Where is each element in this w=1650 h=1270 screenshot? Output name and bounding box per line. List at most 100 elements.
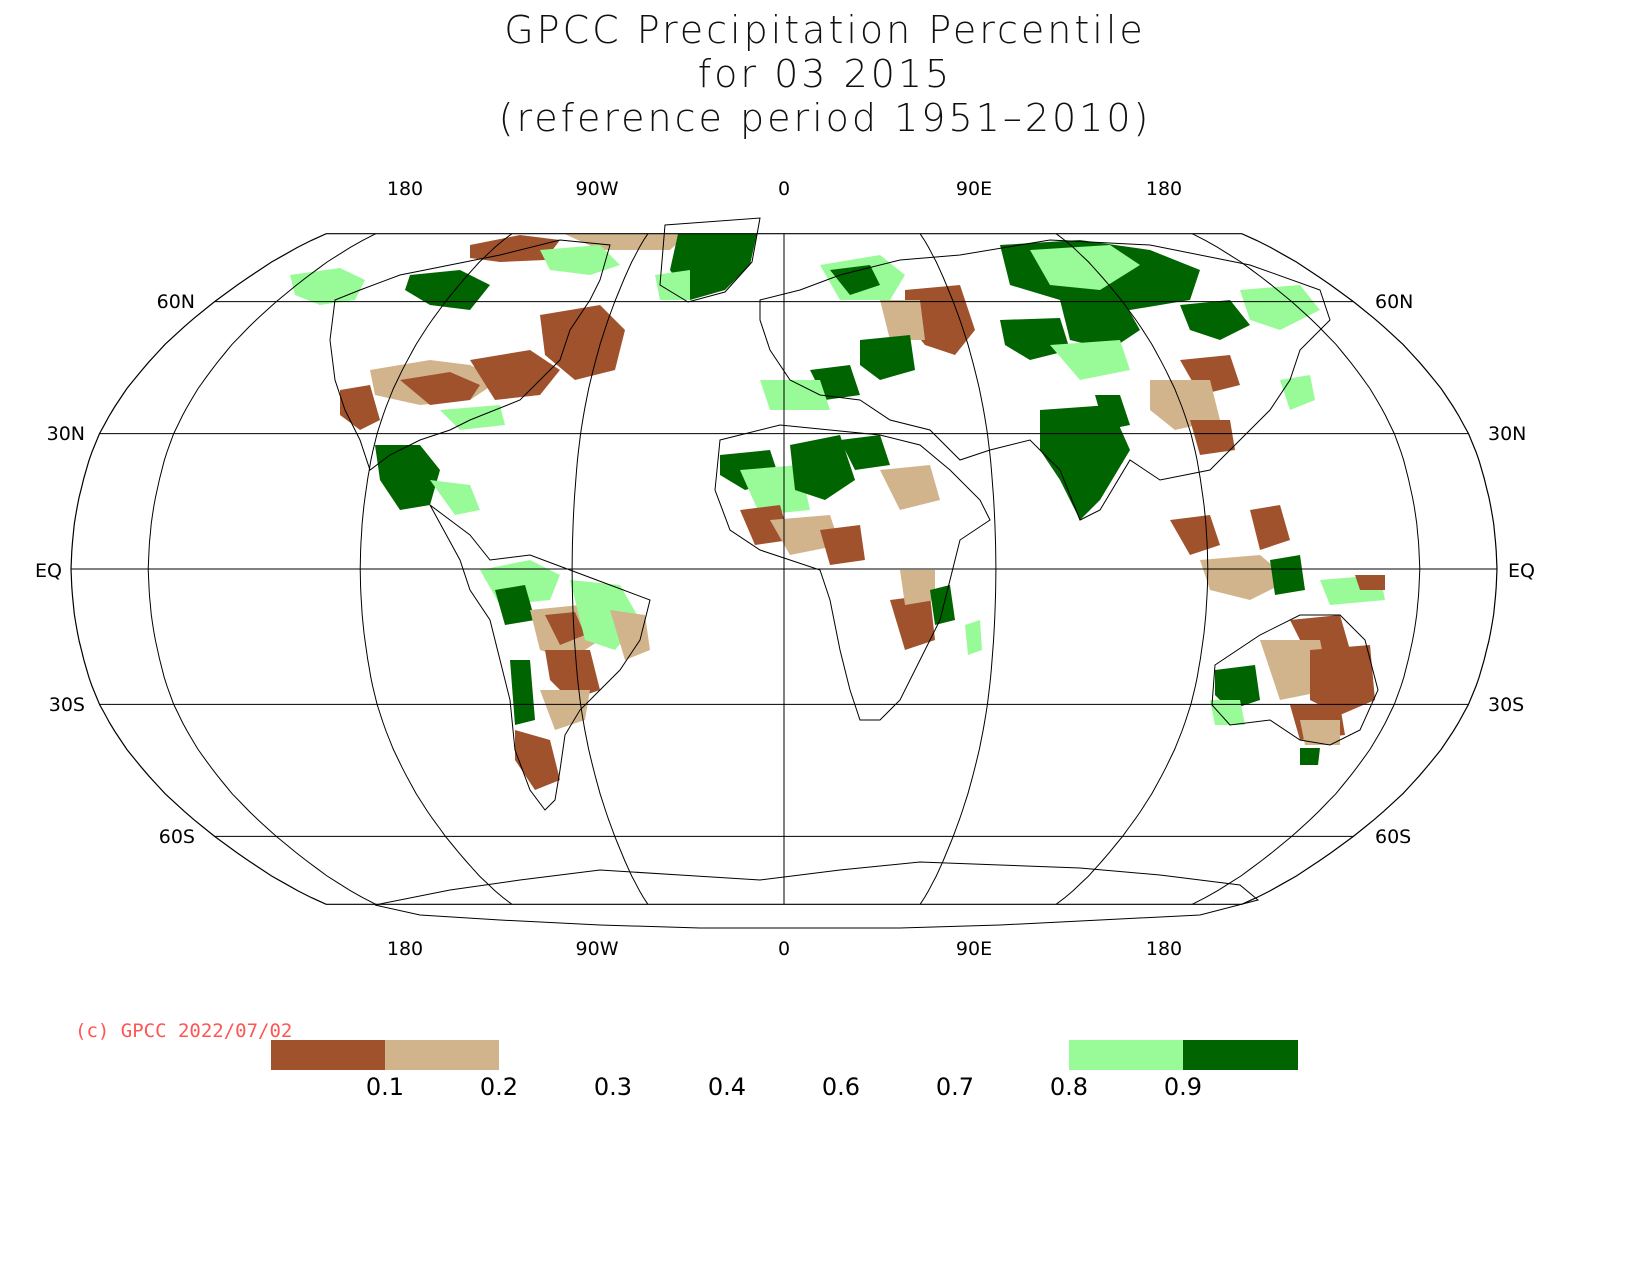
title-line-2: for 03 2015 xyxy=(697,52,953,96)
lat-label-right-60n: 60N xyxy=(1375,291,1413,313)
patch-aus-east-dry xyxy=(1310,645,1375,715)
patch-north-africa-wet xyxy=(840,435,890,470)
patch-sa-east-dry xyxy=(610,610,650,660)
coastline xyxy=(329,239,611,471)
legend-tick-0-3: 0.3 xyxy=(594,1073,632,1101)
legend-swatch-very-dry xyxy=(271,1040,385,1070)
patch-aus-south-dry2 xyxy=(1300,720,1340,745)
lon-label-top-90w: 90W xyxy=(576,178,619,200)
lon-label-bottom-180e: 180 xyxy=(1146,938,1182,960)
patch-india-wet2 xyxy=(1095,395,1130,430)
patch-us-dry xyxy=(400,372,480,405)
patch-alaska-wet xyxy=(290,268,365,305)
patch-west-africa-dry2 xyxy=(770,515,840,555)
lon-label-top-180e: 180 xyxy=(1146,178,1182,200)
patch-us-south-wet xyxy=(440,405,505,430)
patch-mediterranean-wet xyxy=(760,380,830,410)
patch-sa-south-dry2 xyxy=(540,690,590,730)
title-line-3: (reference period 1951–2010) xyxy=(498,96,1152,140)
patch-china-dry2 xyxy=(1190,420,1235,455)
patch-sa-south-dry xyxy=(515,730,560,790)
lon-label-top-180w: 180 xyxy=(387,178,423,200)
coastline xyxy=(659,217,761,303)
legend-tick-0-7: 0.7 xyxy=(936,1073,974,1101)
coastline xyxy=(374,861,1260,929)
patch-china-dry xyxy=(1150,380,1220,430)
patch-siberia-wet3 xyxy=(1060,295,1140,350)
map-outline xyxy=(70,233,1498,905)
legend-swatch-wet xyxy=(1069,1040,1183,1070)
patch-sahara-wet xyxy=(790,435,855,500)
lat-label-left-30s: 30S xyxy=(49,694,85,716)
patch-canada-arctic-dry xyxy=(470,235,560,262)
patch-canada-wet2 xyxy=(540,245,620,275)
patch-russia-dry2 xyxy=(880,300,925,340)
legend-tick-0-8: 0.8 xyxy=(1050,1073,1088,1101)
lat-label-left-60n: 60N xyxy=(157,291,195,313)
lon-label-bottom-90e: 90E xyxy=(956,938,992,960)
patch-mexico-wet xyxy=(375,445,440,510)
patch-russia-east-wet xyxy=(1240,285,1320,330)
copyright-note: (c) GPCC 2022/07/02 xyxy=(75,1020,293,1042)
patch-png-dry xyxy=(1355,575,1385,590)
patch-europe-wet xyxy=(830,265,880,295)
coastline xyxy=(1211,614,1379,746)
lat-label-right-60s: 60S xyxy=(1375,826,1411,848)
lon-label-bottom-180w: 180 xyxy=(387,938,423,960)
patch-indonesia-dry xyxy=(1200,555,1290,600)
graticule xyxy=(71,233,1497,905)
patch-us-west-dry xyxy=(340,385,380,430)
patch-sa-central-dry xyxy=(545,650,600,700)
patch-canada-wet xyxy=(405,270,490,310)
patch-southern-africa-dry2 xyxy=(900,570,935,605)
lon-label-top-90e: 90E xyxy=(956,178,992,200)
patch-siberia-wet2 xyxy=(1030,245,1140,290)
color-legend: 0.1 0.2 0.3 0.4 0.6 0.7 0.8 0.9 xyxy=(271,1040,1298,1101)
patch-japan-wet xyxy=(1280,375,1315,410)
patch-central-africa-dry xyxy=(820,525,865,565)
patch-indonesia-wet xyxy=(1270,555,1305,595)
coastline xyxy=(714,424,991,721)
lon-label-bottom-90w: 90W xyxy=(576,938,619,960)
patch-asia-central-wet xyxy=(1000,318,1070,360)
patch-canada-arctic-dry2 xyxy=(560,233,690,250)
lon-label-top-0: 0 xyxy=(778,178,790,200)
patch-asia-central-wet2 xyxy=(1050,340,1130,380)
patch-greenland-wet xyxy=(670,233,760,300)
patch-aus-southeast-wet xyxy=(1300,748,1320,765)
lat-label-right-30s: 30S xyxy=(1488,694,1524,716)
patch-se-asia-dry xyxy=(1170,515,1220,555)
patch-us-east-dry xyxy=(470,350,560,400)
patch-greenland-wet2 xyxy=(655,270,690,300)
patch-europe-central-wet xyxy=(860,335,915,380)
lat-label-left-60s: 60S xyxy=(159,826,195,848)
legend-tick-0-9: 0.9 xyxy=(1164,1073,1202,1101)
legend-swatch-dry xyxy=(385,1040,499,1070)
legend-tick-0-1: 0.1 xyxy=(366,1073,404,1101)
patch-sahel-wet xyxy=(740,465,810,515)
patch-sa-wet xyxy=(495,585,535,625)
patch-west-africa-dry xyxy=(740,505,790,545)
patch-central-am-wet xyxy=(430,480,480,515)
patch-southern-africa-dry xyxy=(890,595,935,650)
patch-quebec-dry xyxy=(540,305,625,380)
lat-label-left-eq: EQ xyxy=(35,560,62,582)
lon-label-bottom-0: 0 xyxy=(778,938,790,960)
patch-southern-africa-wet xyxy=(930,585,955,625)
lat-label-right-30n: 30N xyxy=(1488,423,1526,445)
patch-sa-amazon-dry2 xyxy=(545,612,585,645)
patch-siberia-wet4 xyxy=(1180,300,1250,340)
coastline xyxy=(759,239,1331,521)
legend-swatch-very-wet xyxy=(1183,1040,1298,1070)
legend-tick-0-2: 0.2 xyxy=(480,1073,518,1101)
legend-tick-0-4: 0.4 xyxy=(708,1073,746,1101)
patch-madagascar-wet xyxy=(965,620,982,655)
coastline xyxy=(429,504,651,811)
patch-aus-west-wet xyxy=(1215,665,1260,710)
patch-borneo-dry xyxy=(1250,505,1290,550)
title-line-1: GPCC Precipitation Percentile xyxy=(504,8,1146,52)
lat-label-left-30n: 30N xyxy=(47,423,85,445)
patch-sa-south-wet xyxy=(510,660,535,725)
patch-east-africa-dry xyxy=(880,465,940,510)
